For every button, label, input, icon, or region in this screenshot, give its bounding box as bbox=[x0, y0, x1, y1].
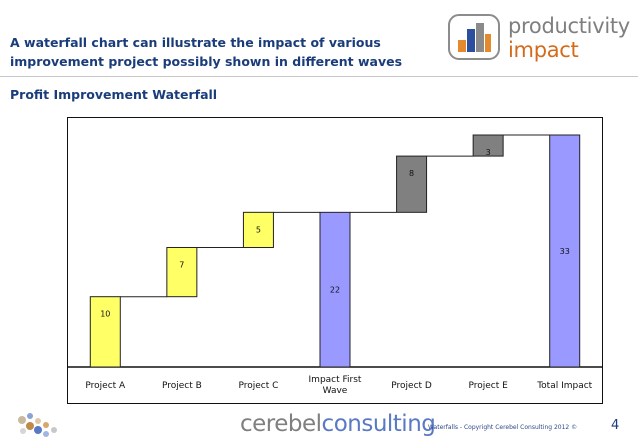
cerebel-consulting-emblem-icon bbox=[18, 413, 57, 437]
chart-title: Profit Improvement Waterfall bbox=[10, 87, 218, 102]
data-label: 7 bbox=[179, 260, 184, 269]
bar-project-d bbox=[396, 155, 428, 213]
bar-project-c bbox=[242, 211, 274, 248]
bar-project-e bbox=[472, 134, 504, 157]
x-tick-label: Project B bbox=[162, 381, 202, 391]
data-label: 5 bbox=[256, 225, 261, 234]
slide-title-line1: A waterfall chart can illustrate the imp… bbox=[10, 35, 381, 50]
data-label: 10 bbox=[100, 310, 110, 319]
bar-project-b bbox=[166, 246, 198, 298]
header-divider bbox=[0, 76, 638, 77]
x-tick-label: Wave bbox=[323, 386, 348, 396]
x-tick-label: Impact First bbox=[309, 375, 362, 385]
x-tick-label: Project A bbox=[85, 381, 126, 391]
copyright-note: Waterfalls - Copyright Cerebel Consultin… bbox=[428, 424, 578, 431]
x-tick-label: Project C bbox=[238, 381, 278, 391]
cerebel-consulting-logo: cerebelconsulting bbox=[240, 411, 436, 437]
bar-total-impact bbox=[549, 134, 581, 368]
x-tick-label: Project E bbox=[468, 381, 508, 391]
brand-cerebel: cerebel bbox=[240, 411, 322, 437]
slide-title: A waterfall chart can illustrate the imp… bbox=[10, 33, 430, 71]
data-label: 3 bbox=[486, 148, 491, 157]
x-tick-label: Total Impact bbox=[536, 381, 592, 391]
page-number: 4 bbox=[611, 418, 620, 433]
bar-impact-first-wave bbox=[319, 211, 351, 368]
slide-title-line2: improvement project possibly shown in di… bbox=[10, 54, 403, 69]
data-label: 33 bbox=[560, 247, 570, 256]
brand-consulting: consulting bbox=[321, 411, 436, 437]
data-label: 22 bbox=[330, 286, 340, 295]
data-label: 8 bbox=[409, 169, 414, 178]
x-tick-label: Project D bbox=[391, 381, 432, 391]
productivity-impact-logo-icon bbox=[448, 14, 500, 60]
bar-project-a bbox=[89, 296, 121, 368]
productivity-impact-logo: productivity impact bbox=[448, 8, 630, 66]
logo-text-impact: impact bbox=[508, 38, 579, 62]
logo-text-productivity: productivity bbox=[508, 14, 630, 38]
